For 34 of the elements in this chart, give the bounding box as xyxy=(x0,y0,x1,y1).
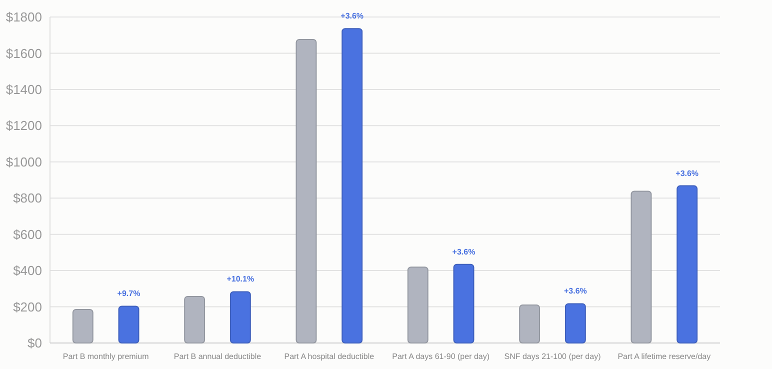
bar xyxy=(184,296,206,344)
bar xyxy=(453,264,474,344)
annotation: +10.1% xyxy=(226,274,254,284)
bar xyxy=(72,308,94,344)
y-tick-label: $1800 xyxy=(6,10,42,25)
y-tick-label: $400 xyxy=(13,263,42,278)
annotation: +3.6% xyxy=(452,247,476,256)
x-tick-label: Part A hospital deductible xyxy=(284,352,375,361)
annotation: +3.6% xyxy=(676,168,699,178)
bar xyxy=(342,28,363,344)
y-tick-label: $1600 xyxy=(6,46,42,61)
bar xyxy=(676,185,698,344)
x-tick-label: Part B annual deductible xyxy=(174,352,262,361)
annotation: +3.6% xyxy=(340,12,364,21)
bar xyxy=(296,38,317,344)
x-tick-label: SNF days 21-100 (per day) xyxy=(504,352,602,361)
y-tick-label: $1400 xyxy=(6,82,42,97)
bar xyxy=(564,303,586,344)
x-tick-label: Part B monthly premium xyxy=(62,352,150,361)
x-tick-label: Part A days 61-90 (per day) xyxy=(392,352,490,361)
bar xyxy=(118,306,140,344)
bar xyxy=(230,291,251,344)
y-tick-label: $0 xyxy=(28,336,42,351)
x-tick-label: Part A lifetime reserve/day xyxy=(618,352,711,361)
annotation: +9.7% xyxy=(117,289,140,298)
y-tick-label: $200 xyxy=(13,299,42,314)
y-tick-label: $1200 xyxy=(6,118,42,134)
bar xyxy=(519,304,540,344)
bar xyxy=(630,190,652,344)
bar xyxy=(407,266,428,344)
y-tick-label: $600 xyxy=(13,226,42,242)
y-tick-label: $800 xyxy=(13,190,42,206)
y-tick-label: $1000 xyxy=(6,154,42,170)
annotation: +3.6% xyxy=(564,286,587,296)
